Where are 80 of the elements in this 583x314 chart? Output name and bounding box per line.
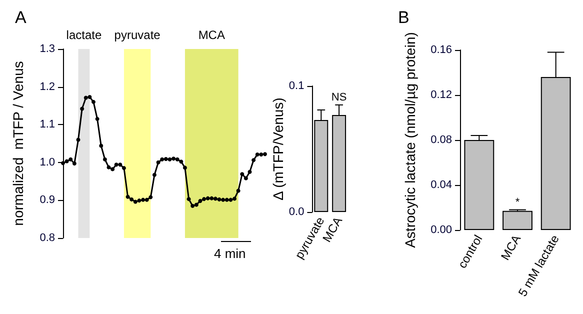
point bbox=[84, 96, 88, 100]
point bbox=[144, 198, 149, 202]
point bbox=[210, 196, 214, 200]
bar bbox=[502, 210, 532, 230]
point bbox=[80, 106, 84, 111]
y-axis-title: Astrocytic lactate (nmol/µg protein) bbox=[402, 32, 418, 248]
text: lactate bbox=[66, 28, 102, 42]
point bbox=[236, 188, 240, 193]
point bbox=[198, 198, 202, 203]
point bbox=[179, 160, 184, 164]
annotation: * bbox=[515, 196, 520, 208]
point bbox=[228, 198, 233, 202]
point bbox=[114, 162, 118, 167]
y-tick-label: 0.0 bbox=[288, 206, 304, 218]
point bbox=[110, 167, 115, 172]
y-tick-label: 0.16 bbox=[430, 44, 452, 56]
y-tick-label: 1.0 bbox=[40, 156, 55, 168]
text: pyruvate bbox=[114, 28, 161, 42]
point bbox=[164, 157, 168, 161]
point bbox=[118, 162, 122, 167]
point bbox=[88, 95, 92, 100]
point bbox=[133, 200, 138, 204]
point bbox=[248, 170, 252, 174]
point bbox=[122, 166, 126, 170]
chart-title: A bbox=[15, 8, 27, 27]
point bbox=[76, 138, 80, 142]
point bbox=[252, 158, 256, 162]
point bbox=[160, 157, 164, 162]
point bbox=[213, 196, 218, 201]
bar bbox=[464, 140, 494, 230]
point bbox=[152, 172, 156, 177]
point bbox=[255, 152, 260, 156]
chart-title: B bbox=[398, 8, 410, 27]
y-tick-label: 0.04 bbox=[430, 179, 452, 191]
point bbox=[95, 116, 100, 121]
y-tick-label: 1.1 bbox=[40, 118, 55, 131]
point bbox=[224, 198, 229, 202]
y-tick-label: 0.12 bbox=[430, 89, 452, 101]
y-tick-label: 1.3 bbox=[40, 43, 55, 55]
point bbox=[72, 162, 76, 166]
point bbox=[175, 157, 180, 162]
text: 4 min bbox=[214, 246, 246, 261]
point bbox=[141, 198, 146, 202]
y-tick-label: 0.8 bbox=[40, 232, 55, 244]
point bbox=[240, 172, 244, 176]
point bbox=[156, 160, 160, 164]
y-axis-title: Δ (mTFP/Venus) bbox=[270, 98, 286, 200]
point bbox=[168, 157, 172, 162]
point bbox=[99, 144, 104, 148]
point bbox=[130, 197, 134, 202]
y-tick-label: 0.08 bbox=[430, 134, 452, 146]
y-tick-label: 0.1 bbox=[288, 80, 304, 92]
y-tick-label: 0.00 bbox=[430, 224, 452, 236]
point bbox=[148, 195, 153, 200]
point bbox=[221, 198, 226, 202]
point bbox=[206, 196, 210, 200]
point bbox=[106, 165, 111, 170]
point bbox=[91, 100, 96, 104]
point bbox=[263, 152, 267, 156]
y-axis-title: normalized mTFP / Venus bbox=[10, 61, 26, 226]
point bbox=[68, 157, 73, 162]
annotation: NS bbox=[331, 91, 347, 104]
point bbox=[202, 197, 206, 202]
point bbox=[259, 152, 264, 156]
point bbox=[61, 161, 65, 166]
point bbox=[172, 156, 176, 161]
point bbox=[182, 166, 187, 170]
point bbox=[190, 204, 195, 208]
point bbox=[186, 197, 191, 202]
text: MCA bbox=[198, 28, 225, 42]
point bbox=[217, 197, 222, 202]
y-tick-label: 1.2 bbox=[40, 80, 55, 93]
y-tick-label: 0.9 bbox=[40, 194, 55, 206]
point bbox=[194, 202, 198, 207]
point bbox=[102, 157, 107, 162]
point bbox=[64, 159, 69, 164]
point bbox=[137, 198, 142, 203]
point bbox=[244, 176, 248, 180]
point bbox=[232, 196, 237, 201]
point bbox=[126, 194, 130, 199]
